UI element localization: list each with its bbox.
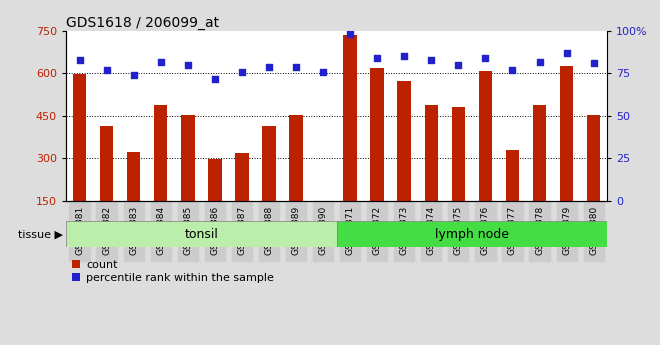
Point bbox=[290, 64, 301, 69]
Bar bbox=[154, 106, 168, 201]
Bar bbox=[208, 159, 222, 201]
Point bbox=[480, 56, 491, 61]
Point bbox=[589, 60, 599, 66]
Point bbox=[156, 59, 166, 64]
Point bbox=[561, 50, 572, 56]
Point bbox=[345, 32, 355, 37]
Text: tissue ▶: tissue ▶ bbox=[18, 229, 63, 239]
Point bbox=[318, 69, 329, 75]
Bar bbox=[289, 115, 303, 201]
Bar bbox=[343, 35, 357, 201]
Legend: count, percentile rank within the sample: count, percentile rank within the sample bbox=[71, 259, 274, 283]
Bar bbox=[533, 106, 546, 201]
Point bbox=[426, 57, 437, 63]
Bar bbox=[127, 152, 141, 201]
Bar bbox=[397, 81, 411, 201]
Point bbox=[372, 56, 383, 61]
Point bbox=[74, 57, 84, 63]
Bar bbox=[370, 68, 384, 201]
Point bbox=[210, 76, 220, 81]
Point bbox=[399, 54, 409, 59]
Bar bbox=[66, 221, 337, 247]
Point bbox=[128, 72, 139, 78]
Point bbox=[535, 59, 545, 64]
Point bbox=[264, 64, 275, 69]
Bar bbox=[560, 66, 574, 201]
Bar bbox=[262, 126, 276, 201]
Bar bbox=[337, 221, 607, 247]
Text: lymph node: lymph node bbox=[435, 228, 509, 241]
Point bbox=[507, 67, 517, 73]
Bar bbox=[181, 115, 195, 201]
Point bbox=[182, 62, 193, 68]
Text: tonsil: tonsil bbox=[184, 228, 218, 241]
Bar bbox=[478, 71, 492, 201]
Point bbox=[453, 62, 463, 68]
Bar bbox=[235, 152, 249, 201]
Point bbox=[237, 69, 248, 75]
Bar bbox=[73, 74, 86, 201]
Text: GDS1618 / 206099_at: GDS1618 / 206099_at bbox=[66, 16, 219, 30]
Bar bbox=[506, 150, 519, 201]
Bar bbox=[451, 107, 465, 201]
Bar bbox=[100, 126, 114, 201]
Bar bbox=[587, 115, 601, 201]
Point bbox=[102, 67, 112, 73]
Bar bbox=[424, 106, 438, 201]
